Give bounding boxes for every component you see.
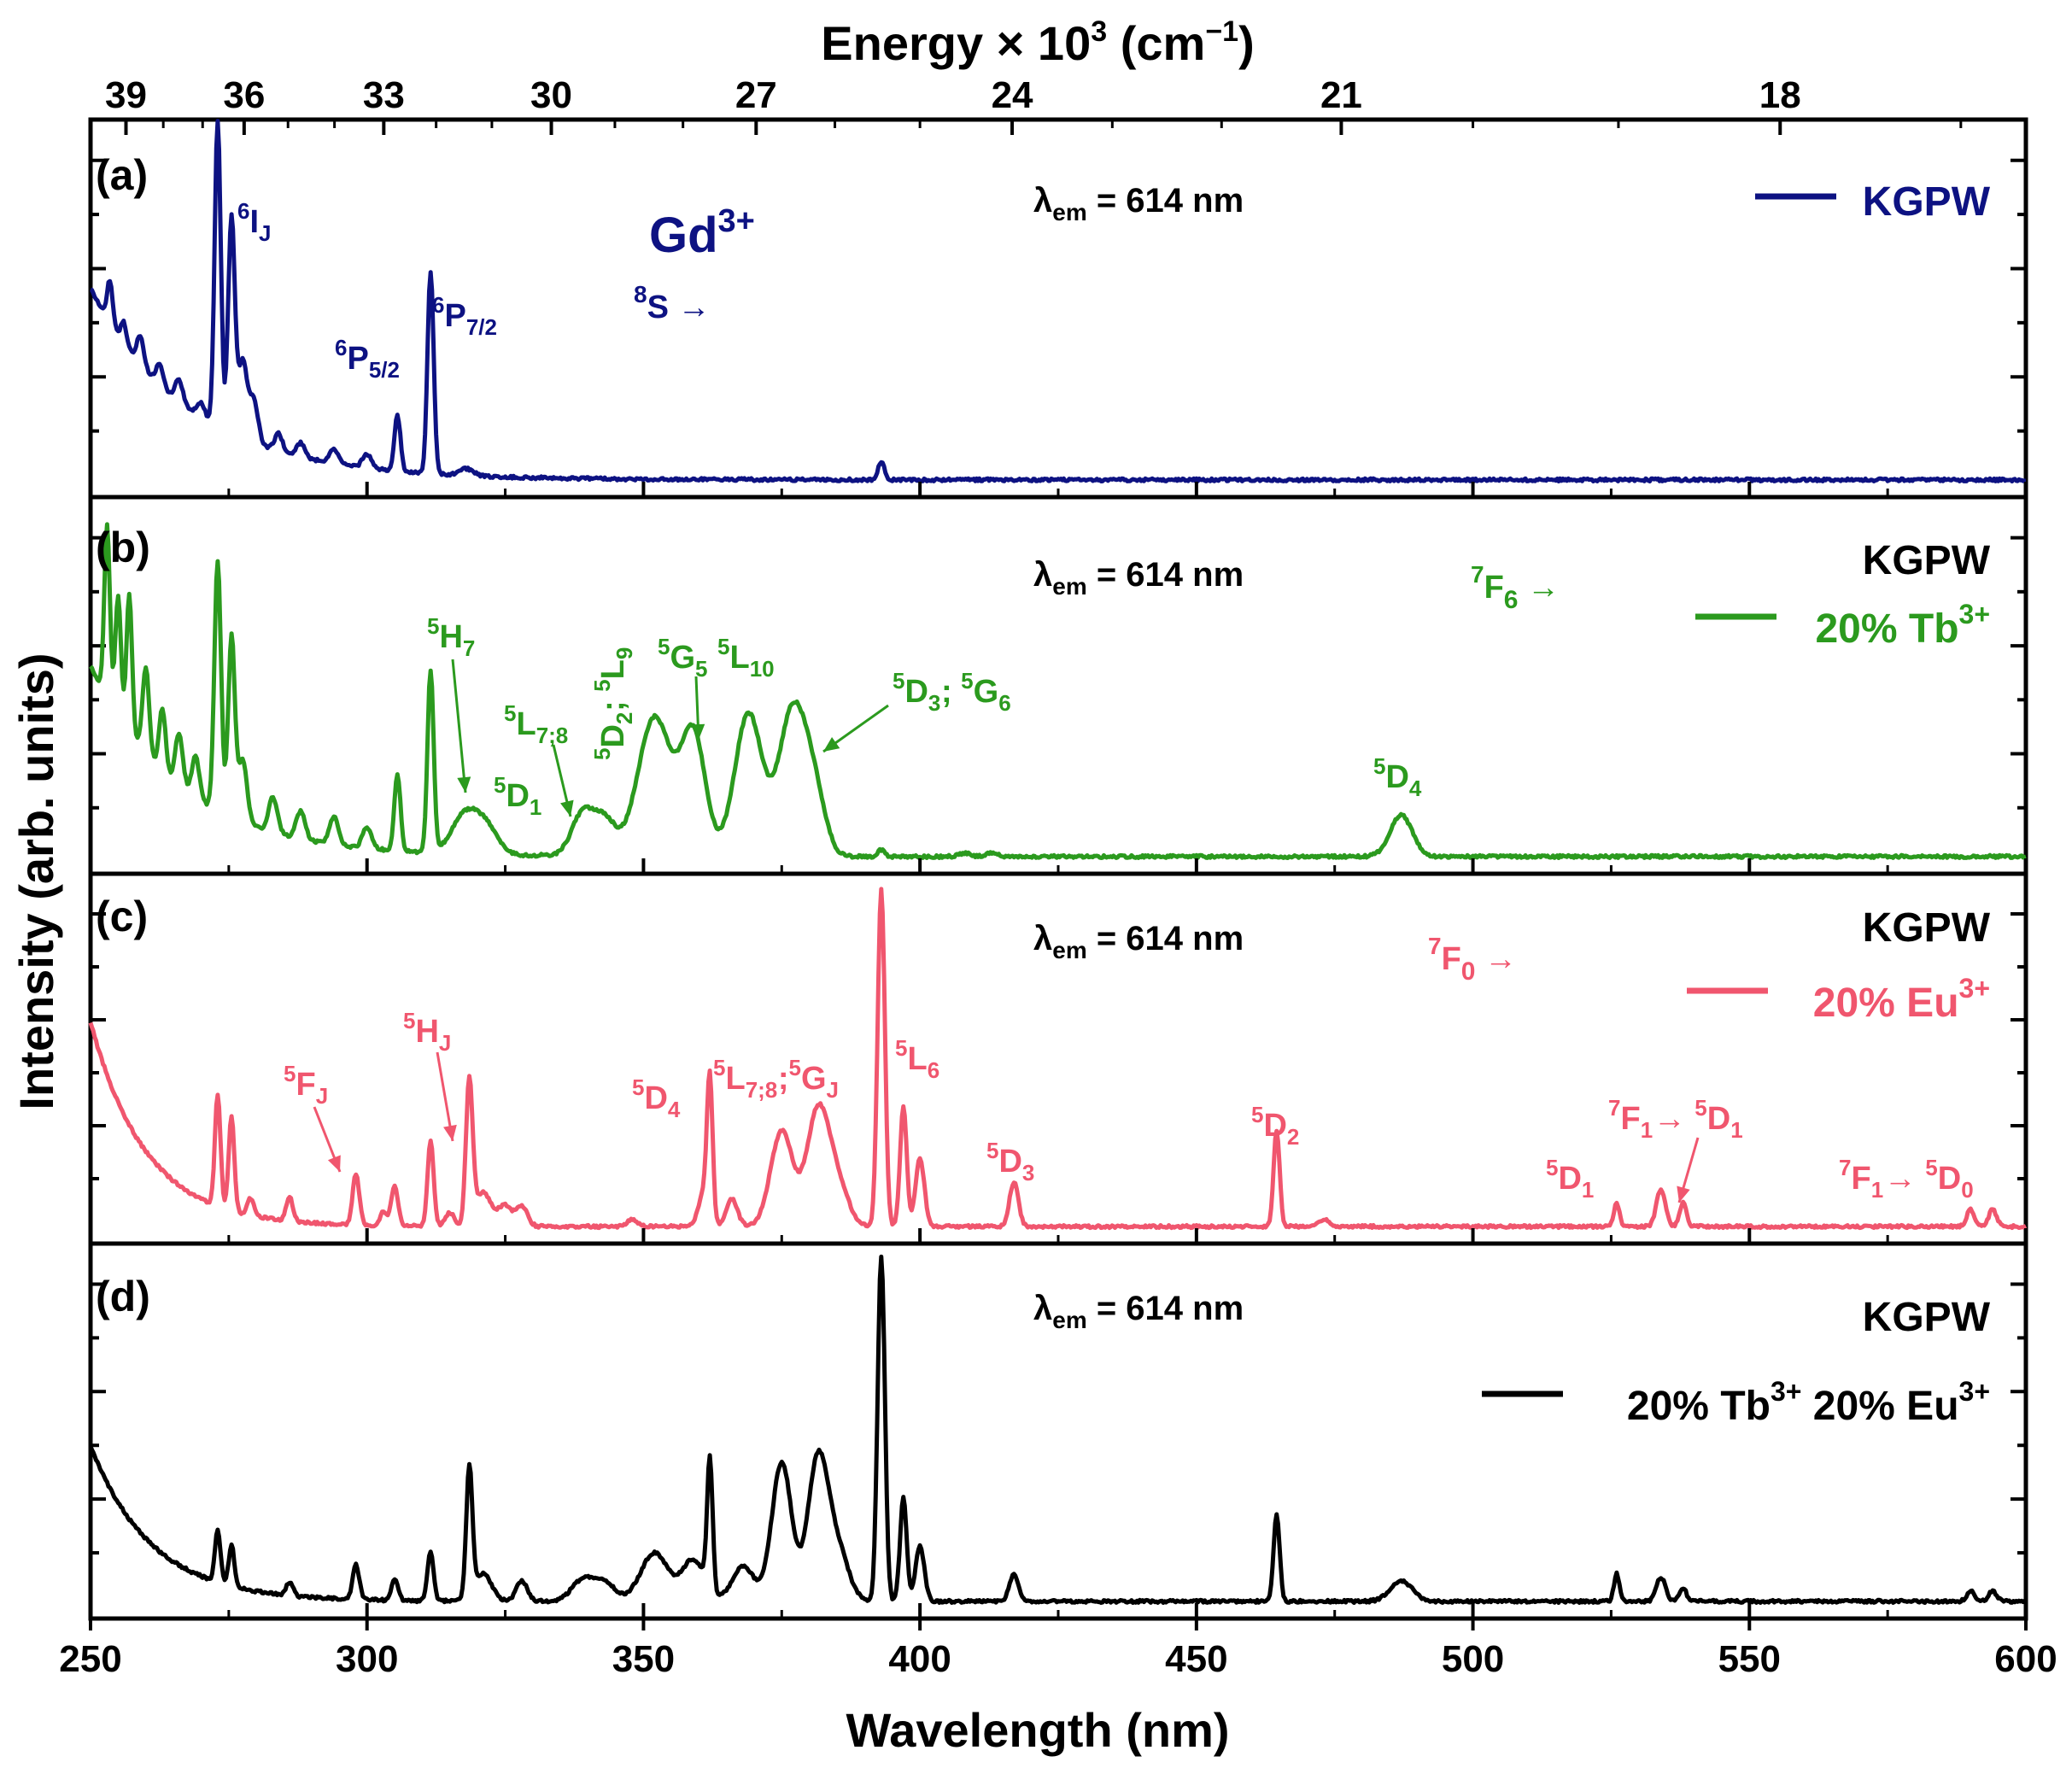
panel-b-label: (b) xyxy=(96,524,150,571)
panel-b-legend-label: 20% Tb3+ xyxy=(1815,599,1990,652)
panel-a-lambda-note: λem = 614 nm xyxy=(1033,182,1244,225)
annotation-6P52: 6P5/2 xyxy=(335,335,400,383)
panel-c-texts: (c) λem = 614 nm KGPW 20% Eu3+ 7F0 → 5FJ… xyxy=(96,893,1991,1203)
x-tick-label: 400 xyxy=(888,1638,951,1680)
top-tick-label: 21 xyxy=(1320,74,1362,116)
panel-b-series-name: KGPW xyxy=(1863,538,1991,583)
annotation-5D3-5G6: 5D3 ; 5G6 xyxy=(893,668,1011,716)
annotation-5HJ: 5HJ xyxy=(403,1008,451,1056)
annotation-5H7: 5H7 xyxy=(427,613,475,661)
annotation-7F1-5D1: 7F1 → 5D1 xyxy=(1608,1095,1743,1143)
annotation-7F1-5D0: 7F1 → 5D0 xyxy=(1839,1155,1974,1203)
panel-c-spectrum-line xyxy=(88,887,2028,1231)
x-tick-label: 500 xyxy=(1442,1638,1504,1680)
annotation-5L6: 5L6 xyxy=(895,1035,939,1083)
top-tick-label: 39 xyxy=(105,74,147,116)
y-axis-title: Intensity (arb. units) xyxy=(9,653,63,1109)
x-axis-title: Wavelength (nm) xyxy=(846,1703,1229,1757)
panel-a-label: (a) xyxy=(96,151,148,199)
panel-d-label: (d) xyxy=(96,1273,150,1320)
annotation-arrow xyxy=(451,659,471,793)
annotation-5D2-5L9: 5D2 ; 5L9 xyxy=(589,647,637,760)
annotation-5G5: 5G5 xyxy=(658,634,708,682)
annotation-6P72: 6P7/2 xyxy=(432,292,497,340)
x-tick-label: 550 xyxy=(1718,1638,1781,1680)
annotation-5D1: 5D1 xyxy=(494,772,541,820)
annotation-arrows xyxy=(313,659,1700,1203)
panel-a xyxy=(88,117,2028,500)
panel-c-lambda-note: λem = 614 nm xyxy=(1033,920,1244,963)
panel-b xyxy=(88,495,2028,876)
x-tick-label: 350 xyxy=(612,1638,675,1680)
panel-a-transition-origin: 8S → xyxy=(634,281,710,325)
panel-b-spectrum-line xyxy=(89,522,2027,860)
panel-c-transition-origin: 7F0 → xyxy=(1428,933,1517,986)
panel-c xyxy=(88,871,2028,1246)
annotation-5D4-eu: 5D4 xyxy=(632,1074,681,1122)
panel-b-transition-origin: 7F6 → xyxy=(1471,561,1560,614)
annotation-5D3-eu: 5D3 xyxy=(986,1138,1034,1185)
annotation-6IJ: 6IJ xyxy=(237,198,272,246)
panel-a-spectrum-line xyxy=(89,119,2027,483)
panel-a-frame xyxy=(88,117,2028,500)
panel-b-frame xyxy=(88,495,2028,876)
panel-d-frame xyxy=(88,1241,2028,1621)
panel-a-legend-label: KGPW xyxy=(1863,179,1991,225)
panel-d-texts: (d) λem = 614 nm KGPW 20% Tb3+ 20% Eu3+ xyxy=(96,1273,1991,1429)
x-tick-label: 450 xyxy=(1165,1638,1227,1680)
panel-a-ion-label: Gd3+ xyxy=(649,203,755,263)
top-axis-ticks: 39 36 33 30 27 24 21 18 xyxy=(89,74,1963,135)
annotation-5L10: 5L10 xyxy=(717,634,775,682)
panel-b-lambda-note: λem = 614 nm xyxy=(1033,556,1244,600)
x-axis-ticks: 250 300 350 400 450 500 550 600 xyxy=(59,1619,2057,1680)
annotation-5D1-eu: 5D1 xyxy=(1546,1155,1594,1203)
panel-d xyxy=(88,1241,2028,1621)
panel-d-series-name: KGPW xyxy=(1863,1295,1991,1340)
panel-c-series-name: KGPW xyxy=(1863,905,1991,951)
top-tick-label: 36 xyxy=(223,74,265,116)
annotation-arrow xyxy=(822,704,889,753)
annotation-arrow xyxy=(436,1051,457,1142)
x-tick-label: 250 xyxy=(59,1638,121,1680)
panel-c-legend-label: 20% Eu3+ xyxy=(1813,973,1990,1026)
top-tick-label: 27 xyxy=(735,74,777,116)
annotation-arrow xyxy=(313,1106,342,1173)
annotation-5D4-tb: 5D4 xyxy=(1373,753,1422,801)
annotation-arrow xyxy=(1677,1137,1700,1203)
panel-a-texts: (a) λem = 614 nm KGPW Gd3+ 8S → 6IJ 6P5/… xyxy=(96,151,1991,383)
top-axis-title: Energy × 103 (cm−1) xyxy=(821,15,1254,70)
annotation-5L78-5GJ: 5L7;8 ;5GJ xyxy=(713,1055,839,1103)
top-tick-label: 33 xyxy=(363,74,405,116)
panel-d-spectrum-line xyxy=(88,1254,2028,1605)
top-tick-label: 18 xyxy=(1759,74,1801,116)
panel-c-label: (c) xyxy=(96,893,148,940)
annotation-arrow xyxy=(691,676,705,741)
annotation-5FJ: 5FJ xyxy=(284,1061,328,1109)
panel-d-legend-label: 20% Tb3+ 20% Eu3+ xyxy=(1627,1376,1990,1429)
panel-b-texts: (b) λem = 614 nm KGPW 20% Tb3+ 7F6 → 5H7… xyxy=(96,524,1991,820)
panel-c-frame xyxy=(88,871,2028,1246)
x-tick-label: 300 xyxy=(336,1638,398,1680)
top-tick-label: 24 xyxy=(992,74,1033,116)
top-tick-label: 30 xyxy=(530,74,572,116)
annotation-arrow xyxy=(552,744,574,817)
annotation-5D2-eu: 5D2 xyxy=(1251,1102,1299,1150)
x-tick-label: 600 xyxy=(1994,1638,2057,1680)
panel-d-lambda-note: λem = 614 nm xyxy=(1033,1290,1244,1333)
annotation-5L78: 5L7;8 xyxy=(504,700,568,748)
